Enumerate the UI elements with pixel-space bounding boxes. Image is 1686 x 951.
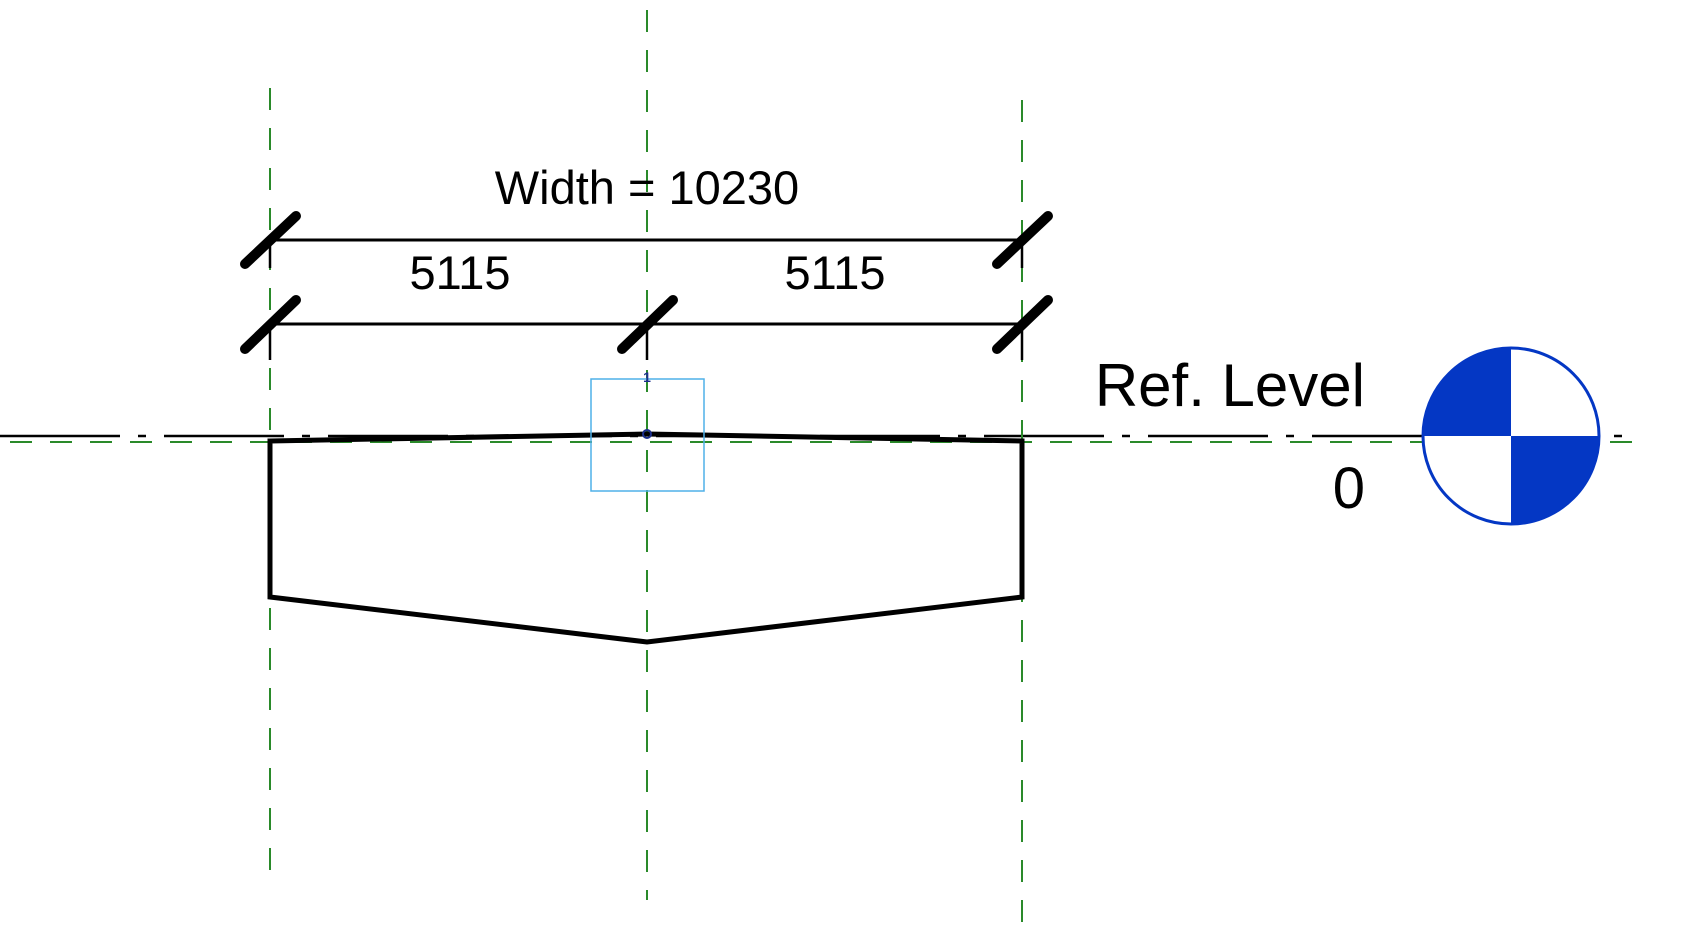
reference-planes xyxy=(10,10,1640,930)
level-target-icon[interactable] xyxy=(1421,346,1601,526)
dimension-overall[interactable]: Width = 10230 xyxy=(240,161,1053,269)
dimension-tick-left xyxy=(240,295,301,354)
level-head[interactable]: Ref. Level 0 xyxy=(1095,346,1601,526)
level-name-label[interactable]: Ref. Level xyxy=(1095,352,1365,419)
origin-point[interactable] xyxy=(642,429,652,439)
origin-marker-label: 1 xyxy=(643,369,651,385)
selection-box[interactable] xyxy=(590,378,705,492)
dimension-tick-right-overall xyxy=(992,211,1053,269)
level-elevation-label[interactable]: 0 xyxy=(1333,456,1365,521)
dimension-segments[interactable]: 5115 5115 xyxy=(240,246,1053,360)
dimension-tick-left-overall xyxy=(240,211,301,269)
dimension-left-segment-label[interactable]: 5115 xyxy=(409,246,510,299)
profile-shape[interactable] xyxy=(267,431,1025,645)
dimension-right-segment-label[interactable]: 5115 xyxy=(784,246,885,299)
dimension-tick-right xyxy=(992,295,1053,354)
dimension-tick-center xyxy=(617,295,678,354)
origin-marker[interactable]: 1 xyxy=(590,369,705,492)
dimension-overall-label[interactable]: Width = 10230 xyxy=(495,161,799,214)
